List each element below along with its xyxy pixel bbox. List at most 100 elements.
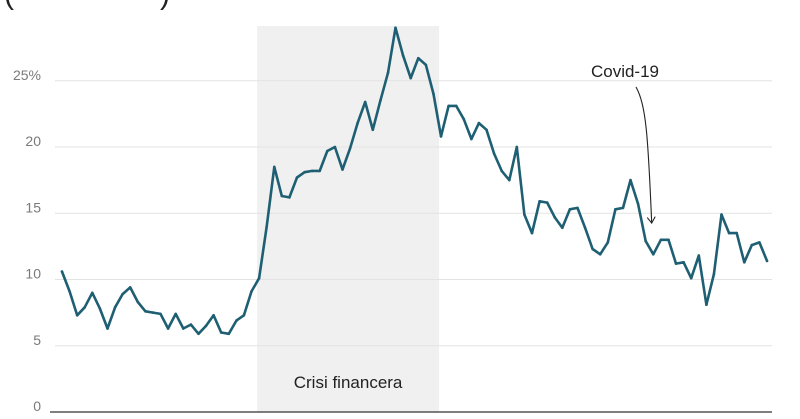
data-point — [553, 215, 556, 219]
data-point — [182, 327, 185, 330]
data-point — [614, 208, 617, 211]
data-point — [273, 165, 276, 169]
y-tick-label-0: 0 — [33, 398, 41, 414]
data-point — [470, 137, 473, 141]
data-point — [485, 128, 488, 132]
data-point — [576, 206, 579, 210]
data-point — [212, 314, 215, 317]
data-point — [492, 152, 496, 155]
data-point — [113, 306, 117, 309]
data-point — [91, 291, 94, 295]
series-line — [60, 26, 769, 336]
data-point — [644, 239, 647, 243]
data-point — [128, 286, 132, 289]
data-point — [500, 169, 504, 173]
data-point — [257, 276, 261, 280]
data-point — [629, 178, 632, 182]
data-point — [83, 306, 86, 309]
data-point — [735, 231, 738, 235]
data-point — [750, 243, 754, 247]
data-point — [583, 226, 587, 230]
data-point — [530, 231, 534, 235]
data-point — [621, 206, 625, 210]
annotation-arrow-head — [646, 216, 656, 225]
data-point — [379, 99, 382, 102]
data-point — [432, 92, 435, 96]
header-open-paren: ( — [4, 0, 14, 11]
data-point — [204, 324, 208, 328]
data-point — [447, 104, 450, 108]
data-point — [174, 312, 177, 316]
data-point — [144, 310, 147, 313]
data-point — [508, 178, 511, 182]
data-point — [454, 104, 458, 108]
y-tick-label-5: 5 — [33, 332, 41, 348]
data-point — [265, 225, 269, 228]
header-close-paren: ) — [160, 0, 170, 11]
data-point — [765, 259, 769, 263]
data-point — [341, 168, 344, 171]
data-point — [394, 26, 397, 30]
data-point — [401, 54, 405, 57]
data-point — [417, 56, 420, 60]
data-point — [758, 241, 761, 244]
annotation-arrow-shaft — [635, 86, 653, 224]
data-point — [310, 169, 314, 173]
data-point — [561, 226, 564, 230]
data-point — [75, 314, 79, 317]
data-point — [591, 247, 594, 251]
data-point — [280, 194, 284, 198]
data-point — [159, 312, 162, 316]
y-tick-label-15: 15 — [25, 199, 41, 215]
data-point — [98, 307, 102, 310]
data-point — [667, 238, 670, 242]
y-tick-label-25: 25% — [13, 67, 41, 83]
data-point — [674, 262, 678, 265]
shaded-region-label: Crisi financera — [294, 373, 403, 392]
data-point — [523, 213, 526, 216]
data-point — [606, 241, 610, 244]
data-point — [151, 311, 155, 314]
data-point — [326, 149, 329, 153]
data-point — [439, 135, 443, 138]
data-point — [219, 331, 223, 334]
data-point — [720, 213, 723, 216]
data-point — [235, 319, 238, 322]
data-point — [743, 261, 746, 264]
y-tick-label-10: 10 — [25, 266, 41, 282]
data-point — [697, 254, 701, 257]
data-point — [727, 231, 731, 235]
data-point — [462, 117, 466, 121]
data-point — [303, 170, 306, 174]
data-point — [545, 201, 549, 204]
data-point — [136, 300, 140, 304]
data-point — [363, 100, 367, 104]
annotation-label: Covid-19 — [591, 62, 659, 81]
data-point — [189, 323, 193, 326]
data-point — [386, 71, 390, 75]
data-point — [682, 261, 685, 264]
data-point — [659, 238, 663, 242]
data-point — [227, 332, 231, 336]
data-point — [515, 145, 519, 149]
data-point — [371, 128, 375, 132]
data-point — [424, 63, 428, 67]
shaded-region-layer: Crisi financera — [257, 26, 440, 412]
data-point — [477, 121, 481, 125]
y-axis-ticks: 0 5 10 15 20 25% — [13, 67, 41, 414]
data-point — [705, 303, 708, 307]
data-point — [409, 76, 413, 80]
gridlines — [50, 80, 772, 413]
data-point — [242, 314, 246, 317]
data-point — [712, 272, 716, 276]
data-point — [68, 290, 71, 293]
data-point — [60, 270, 64, 273]
data-point — [121, 292, 124, 296]
data-point — [689, 276, 693, 280]
data-point — [333, 145, 337, 149]
data-point — [166, 327, 170, 330]
data-point — [538, 200, 541, 203]
data-point — [250, 290, 253, 293]
data-point — [106, 327, 109, 330]
